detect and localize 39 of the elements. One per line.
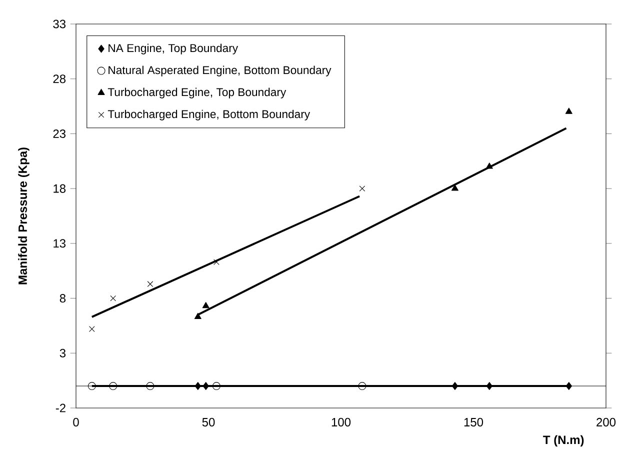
x-tick-label: 200 — [596, 418, 616, 426]
legend-label: NA Engine, Top Boundary — [108, 44, 238, 54]
point — [486, 162, 493, 169]
point — [146, 382, 154, 390]
point — [214, 259, 220, 265]
y-tick-label: 13 — [54, 239, 66, 248]
point — [359, 186, 366, 192]
y-tick-label: 8 — [60, 294, 66, 303]
x-tick-label: 150 — [464, 418, 484, 426]
point — [202, 302, 210, 308]
y-tick-label: 33 — [53, 20, 66, 28]
x-tick-label: 0 — [73, 418, 79, 426]
point — [212, 382, 220, 390]
legend-label: Turbocharged Engine, Bottom Boundary — [108, 110, 310, 120]
point — [194, 382, 201, 390]
point — [565, 108, 572, 114]
y-tick-label: 28 — [53, 74, 66, 84]
point — [109, 382, 118, 390]
x-axis-title: T (N.m) — [543, 435, 584, 446]
y-tick-label: -2 — [56, 404, 66, 412]
y-tick-label: 23 — [53, 129, 66, 138]
x-tick-label: 50 — [202, 418, 215, 426]
point — [358, 382, 366, 390]
y-tick-label: 18 — [54, 184, 66, 193]
point — [451, 184, 458, 191]
y-tick-label: 3 — [60, 348, 66, 358]
point — [88, 382, 96, 390]
point — [452, 382, 458, 390]
legend-label: Turbocharged Egine, Top Boundary — [108, 88, 286, 98]
point — [88, 326, 95, 332]
point — [566, 382, 572, 390]
legend-label: Natural Asperated Engine, Bottom Boundary — [108, 66, 332, 76]
point — [202, 382, 209, 390]
point — [194, 312, 202, 320]
y-axis-title: Manifold Pressure (Kpa) — [18, 148, 30, 284]
point — [110, 295, 116, 302]
x-tick-label: 100 — [332, 418, 351, 426]
point — [486, 382, 492, 390]
point — [147, 281, 154, 287]
